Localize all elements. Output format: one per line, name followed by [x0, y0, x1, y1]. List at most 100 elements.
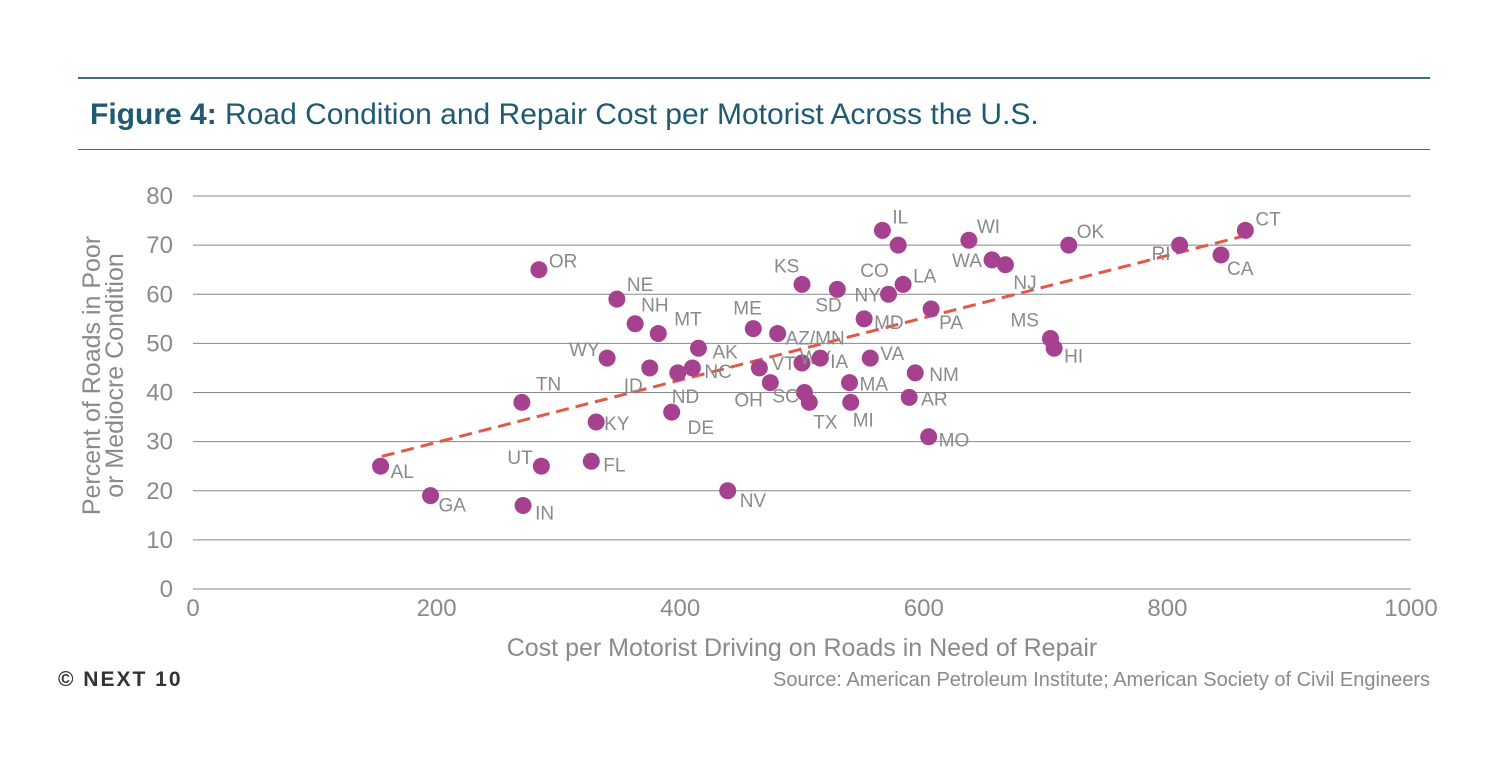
point-label-ca: CA	[1227, 259, 1254, 280]
y-tick-label: 60	[146, 281, 173, 308]
y-axis-title: Percent of Roads in Pooror Mediocre Cond…	[78, 236, 129, 515]
y-tick-label: 50	[146, 330, 173, 357]
point-label-mo: MO	[939, 431, 970, 452]
point-az/mn	[769, 325, 787, 343]
point-md	[855, 310, 873, 328]
point-label-de: DE	[688, 418, 714, 439]
point-label-az/mn: AZ/MN	[786, 329, 845, 350]
point-de	[663, 403, 681, 421]
point-in	[514, 496, 532, 514]
point-wy	[598, 349, 616, 367]
figure-title-text: Road Condition and Repair Cost per Motor…	[225, 98, 1039, 131]
point-label-ri: RI	[1152, 244, 1171, 265]
point-label-in: IN	[535, 503, 554, 524]
point-ct	[1236, 221, 1254, 239]
point-label-nh: NH	[641, 296, 668, 317]
y-tick-label: 0	[160, 576, 173, 603]
point-nj	[996, 256, 1014, 274]
point-label-al: AL	[391, 462, 414, 483]
point-label-ky: KY	[604, 414, 630, 435]
point-label-il: IL	[892, 207, 908, 228]
y-tick-label: 80	[146, 183, 173, 210]
point-label-ms: MS	[1010, 310, 1038, 331]
point-ok	[1060, 236, 1078, 254]
point-ky	[587, 413, 605, 431]
y-tick-label: 70	[146, 232, 173, 259]
point-ak	[689, 339, 707, 357]
point-co	[889, 236, 907, 254]
point-or	[530, 261, 548, 279]
point-mt	[649, 325, 667, 343]
point-hi	[1045, 339, 1063, 357]
point-label-tn: TN	[536, 374, 561, 395]
point-ia	[811, 349, 829, 367]
y-axis-title-line: or Mediocre Condition	[101, 253, 129, 498]
point-label-va: VA	[880, 344, 904, 365]
title-rule	[78, 149, 1430, 150]
point-label-hi: HI	[1064, 346, 1083, 367]
point-sd	[828, 280, 846, 298]
point-mo	[920, 428, 938, 446]
y-tick-label: 30	[146, 429, 173, 456]
point-label-md: MD	[874, 313, 904, 334]
x-tick-label: 800	[1147, 595, 1187, 622]
point-label-wy: WY	[569, 340, 600, 361]
point-tx	[800, 393, 818, 411]
point-label-tx: TX	[813, 412, 838, 433]
point-label-id: ID	[624, 376, 643, 397]
point-label-fl: FL	[603, 455, 625, 476]
point-label-or: OR	[549, 252, 578, 273]
figure-title: Figure 4: Road Condition and Repair Cost…	[90, 98, 1039, 132]
point-label-nc: NC	[704, 362, 731, 383]
point-wa	[983, 251, 1001, 269]
point-vt	[750, 359, 768, 377]
trendline	[381, 233, 1247, 458]
point-ne	[608, 290, 626, 308]
y-tick-label: 10	[146, 527, 173, 554]
x-tick-label: 600	[904, 595, 944, 622]
point-me	[744, 320, 762, 338]
point-label-ak: AK	[712, 342, 738, 363]
point-label-vt: VT	[771, 354, 796, 375]
x-tick-label: 200	[417, 595, 457, 622]
point-label-sc: SC	[772, 387, 798, 408]
point-label-ut: UT	[507, 448, 533, 469]
point-nh	[626, 315, 644, 333]
point-oh	[761, 374, 779, 392]
y-tick-label: 20	[146, 478, 173, 505]
point-fl	[582, 452, 600, 470]
point-nd	[669, 364, 687, 382]
point-label-ar: AR	[921, 389, 947, 410]
x-tick-label: 400	[660, 595, 700, 622]
point-label-ne: NE	[627, 275, 653, 296]
point-pa	[922, 300, 940, 318]
point-label-sd: SD	[815, 295, 841, 316]
point-nv	[719, 482, 737, 500]
point-il	[873, 221, 891, 239]
point-label-wa: WA	[952, 251, 982, 272]
point-label-ia: IA	[830, 352, 848, 373]
point-label-me: ME	[733, 299, 762, 320]
point-label-nm: NM	[929, 365, 959, 386]
point-tn	[513, 393, 531, 411]
point-label-ct: CT	[1255, 209, 1281, 230]
point-label-oh: OH	[734, 391, 763, 412]
point-label-ny: NY	[854, 285, 881, 306]
y-tick-label: 40	[146, 380, 173, 407]
x-tick-label: 0	[186, 595, 199, 622]
point-label-la: LA	[913, 266, 937, 287]
point-mi	[842, 393, 860, 411]
figure-title-lead: Figure 4:	[90, 98, 217, 131]
point-label-ks: KS	[774, 256, 799, 277]
next10-logo: © NEXT 10	[58, 668, 183, 691]
source-note: Source: American Petroleum Institute; Am…	[773, 669, 1430, 691]
point-al	[372, 457, 390, 475]
point-nm	[906, 364, 924, 382]
point-va	[861, 349, 879, 367]
point-label-wi: WI	[977, 217, 1000, 238]
x-tick-label: 1000	[1384, 595, 1437, 622]
point-wv	[793, 354, 811, 372]
point-label-nv: NV	[740, 491, 767, 512]
point-ri	[1171, 236, 1189, 254]
